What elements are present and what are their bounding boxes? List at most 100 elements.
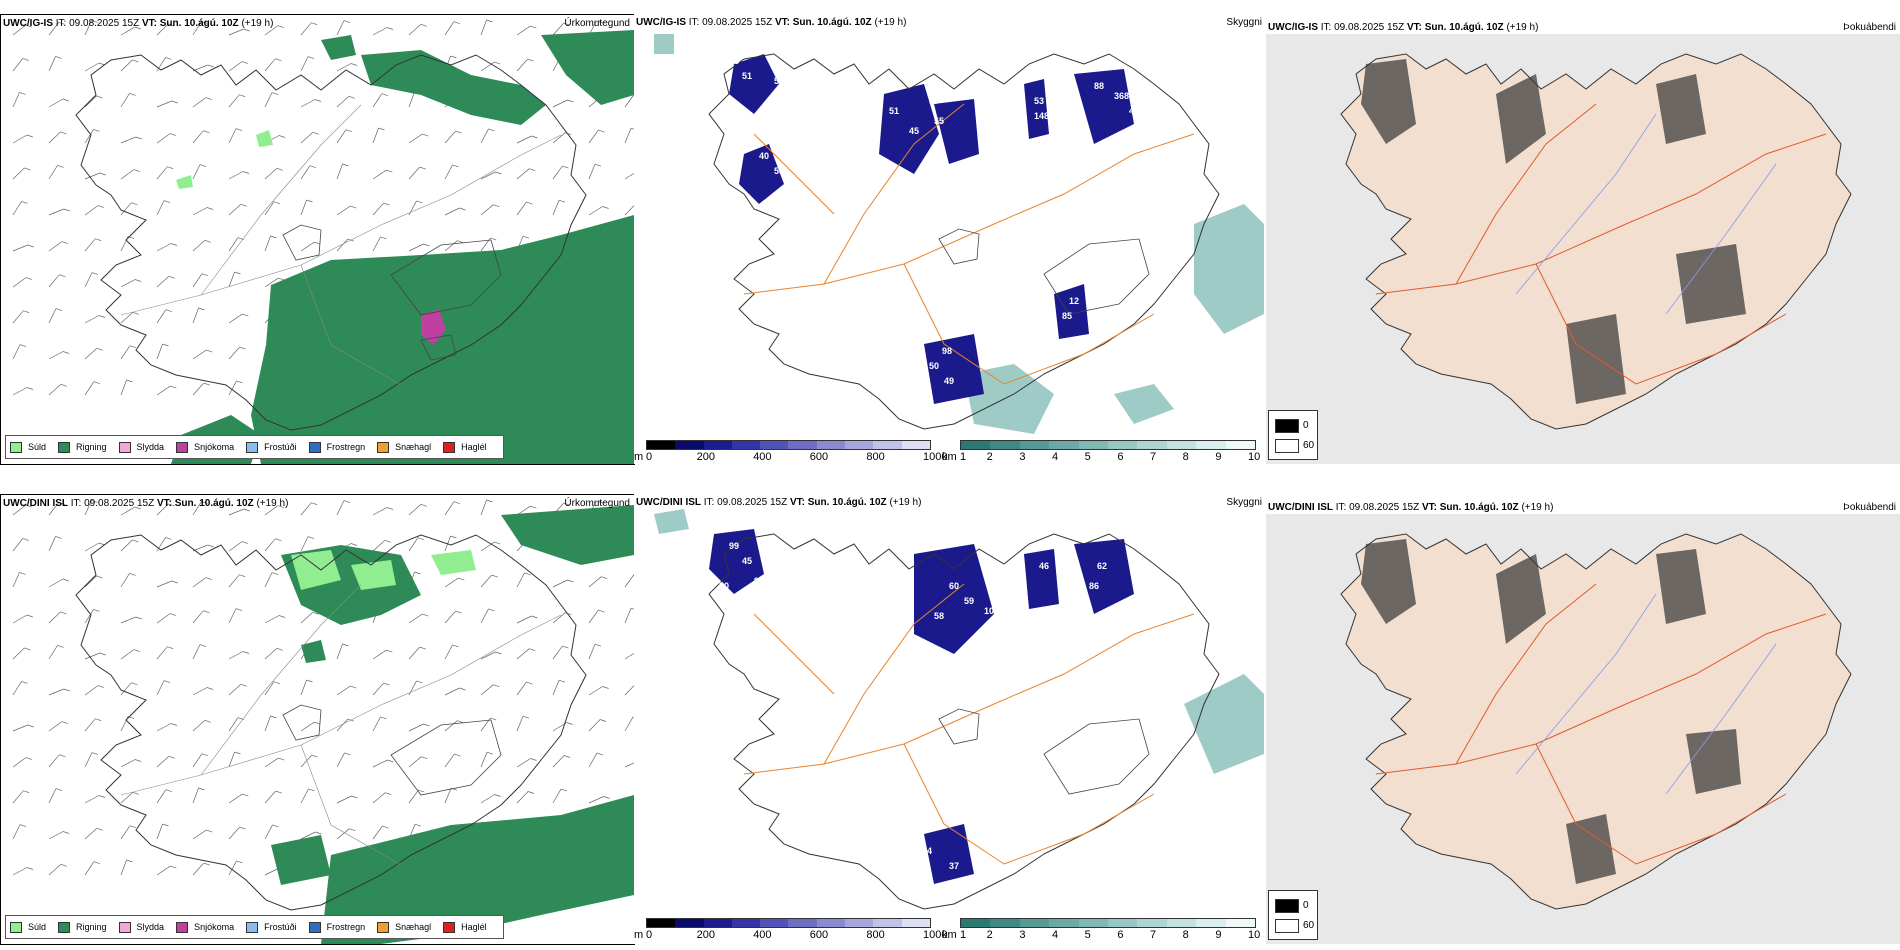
colorbar-segment [845, 441, 874, 449]
iceland-land [1340, 533, 1852, 910]
colorbar-segment [873, 919, 902, 927]
ceiling-map-top: 5551545440555157554553148788368449850491… [654, 34, 1264, 434]
colorbar-segment [1137, 919, 1167, 927]
legend-swatch [176, 921, 189, 933]
visibility-areas [654, 509, 1264, 774]
ceiling-value-label: 54 [764, 101, 774, 111]
ceiling-value-label: 95 [754, 576, 764, 586]
colorbar-tick: 400 [753, 929, 772, 941]
colorbar-tick: 0 [646, 451, 653, 463]
colorbar-segment [1196, 441, 1226, 449]
colorbar-segment [1196, 919, 1226, 927]
colorbar-segment [647, 441, 676, 449]
colorbar-segment [961, 919, 991, 927]
legend-swatch [10, 441, 22, 453]
ceiling-visibility-panel-top: 55 51 54 54 40 55 51 57 55 45 53 1487 88 368 44 98 50 49 1… [634, 14, 1264, 464]
legend-swatch [246, 441, 259, 453]
legend-label: Slydda [136, 442, 165, 452]
ceiling-colorbar: m 0 200 400 600 800 1000 [634, 438, 947, 464]
colorbar-unit: km [942, 451, 957, 463]
colorbar-tick: 3 [1019, 451, 1026, 463]
ceiling-value-label: 44 [1129, 106, 1139, 116]
colorbar-segment [873, 441, 902, 449]
colorbar-segment [990, 919, 1020, 927]
legend-label: Rigning [76, 922, 107, 932]
legend-label: Frostúði [264, 922, 297, 932]
legend-label: Frostregn [326, 442, 366, 452]
panel-title: Skyggni [1226, 497, 1262, 508]
colorbar-tick: 10 [1248, 451, 1261, 463]
model-name: UWC/IG-IS [3, 18, 53, 29]
colorbar-tick: 2 [986, 929, 993, 941]
colorbar-segment [1225, 441, 1256, 449]
visibility-colorbar: km 1 2 3 4 5 6 7 8 9 10 [942, 438, 1264, 464]
colorbar-segment [1049, 919, 1079, 927]
colorbar-tick: 8 [1182, 451, 1189, 463]
ceiling-value-label: 37 [949, 861, 959, 871]
colorbar-segment [1019, 441, 1050, 449]
road-network [743, 103, 1195, 385]
panel-header: UWC/DINI ISL IT: 09.08.2025 15Z VT: Sun.… [3, 498, 288, 509]
legend-label: Haglél [461, 442, 487, 452]
fog-map-bottom [1266, 514, 1900, 944]
ceiling-value-label: 51 [742, 71, 752, 81]
colorbar-segment [961, 441, 991, 449]
fog-legend-high-swatch [1275, 899, 1299, 913]
road-network [120, 584, 562, 866]
colorbar-gradient [960, 440, 1256, 450]
fog-legend-low-swatch [1275, 439, 1299, 453]
ceiling-value-label: 99 [729, 541, 739, 551]
colorbar-tick: 0 [646, 929, 653, 941]
colorbar-segment [788, 441, 817, 449]
ceiling-value-label: 54 [774, 76, 784, 86]
colorbar-tick: 600 [809, 929, 829, 941]
iceland-outline [75, 54, 587, 431]
lead-time: (+19 h) [874, 17, 907, 28]
ceiling-value-label: 50 [929, 361, 939, 371]
colorbar-segment [1078, 919, 1109, 927]
vt-value: Sun. 10.ágú. 10Z [792, 17, 872, 28]
ceiling-visibility-panel-bottom: 99 45 95 50 60 59 46 62 86 58 107 37 4 Skyggni UWC/D… [634, 494, 1264, 944]
panel-header: UWC/IG-IS IT: 09.08.2025 15Z VT: Sun. 10… [3, 18, 273, 29]
colorbar-segment [1049, 441, 1079, 449]
ceiling-value-label: 62 [1097, 561, 1107, 571]
colorbar-segment [990, 441, 1020, 449]
colorbar-tick: 800 [866, 929, 885, 941]
panel-title: Þokuábendi [1843, 22, 1896, 33]
panel-header: UWC/DINI ISL IT: 09.08.2025 15Z VT: Sun.… [1268, 502, 1553, 513]
panel-title: Úrkomutegund [564, 18, 630, 29]
precip-legend: Súld Rigning Slydda Snjókoma Frostúði Frostre… [5, 915, 504, 939]
colorbar-segment [901, 919, 930, 927]
legend-swatch [443, 921, 456, 933]
legend-label: Snjókoma [194, 442, 235, 452]
legend-item: Snjókoma [176, 921, 234, 933]
ceiling-value-label: 45 [909, 126, 919, 136]
it-label: IT: [703, 497, 715, 508]
panel-title: Úrkomutegund [564, 498, 630, 509]
legend-swatch [377, 921, 390, 933]
legend-item: Slydda [118, 441, 165, 453]
legend-item: Rigning [58, 441, 107, 453]
fog-legend: 0 60 [1268, 890, 1318, 940]
river-network [1515, 113, 1777, 315]
ceiling-value-label: 86 [1089, 581, 1099, 591]
colorbar-segment [760, 441, 789, 449]
ceiling-value-label: 368 [1114, 91, 1129, 101]
ceiling-value-label: 46 [1039, 561, 1049, 571]
colorbar-segment [788, 919, 817, 927]
glacier-outlines [938, 228, 1150, 315]
colorbar-segment [816, 919, 846, 927]
ceiling-value-label: 49 [944, 376, 954, 386]
colorbar-tick: 8 [1182, 929, 1189, 941]
colorbar-segment [731, 441, 761, 449]
precip-type-panel-bottom: UWC/DINI ISL IT: 09.08.2025 15Z VT: Sun.… [0, 494, 635, 945]
colorbar-segment [760, 919, 789, 927]
model-name: UWC/DINI ISL [636, 497, 701, 508]
low-ceiling-areas [709, 529, 1134, 884]
legend-item: Snjókoma [176, 441, 235, 453]
fog-legend-low-swatch [1275, 919, 1299, 933]
colorbar-segment [675, 919, 704, 927]
drizzle-areas [176, 130, 273, 189]
colorbar-tick: 2 [986, 451, 993, 463]
